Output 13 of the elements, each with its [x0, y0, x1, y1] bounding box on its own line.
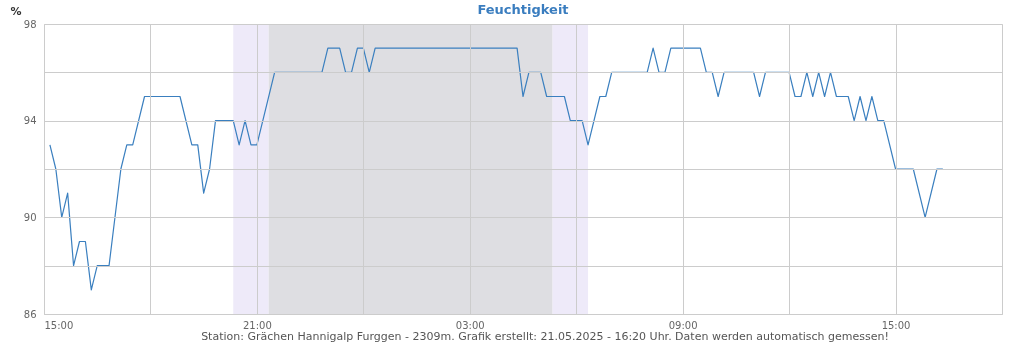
x-tick-label: 15:00	[44, 319, 74, 331]
x-tick-label: 15:00	[881, 319, 911, 331]
y-tick-label: 98	[23, 18, 37, 30]
y-tick-label: 90	[23, 211, 37, 223]
x-tick-label: 03:00	[455, 319, 485, 331]
chart-title: Feuchtigkeit	[477, 2, 569, 17]
line-series	[49, 47, 944, 291]
y-axis-title: %	[10, 4, 22, 18]
x-tick-label: 21:00	[242, 319, 272, 331]
x-tick-label: 09:00	[668, 319, 698, 331]
text: Station: Grächen Hannigalp Furggen - 2309m. Grafik erstellt: 21.05.2025 - 16:20 Uhr. Daten werden automatisch gemessen!	[201, 330, 889, 343]
y-tick-label: 86	[23, 308, 37, 320]
y-tick-label: 94	[23, 115, 37, 127]
